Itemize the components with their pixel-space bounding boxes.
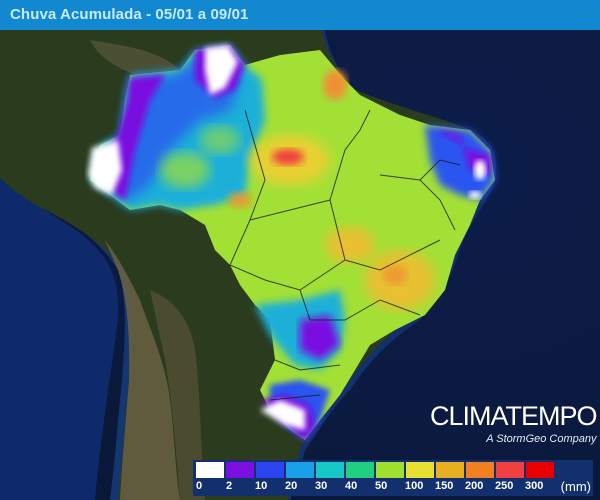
legend-swatch <box>196 462 224 478</box>
legend-swatch <box>376 462 404 478</box>
logo-text: CLIMATEMPO <box>430 401 598 431</box>
legend-label: 10 <box>255 480 268 492</box>
climatempo-logo: CLIMATEMPO A StormGeo Company <box>430 401 598 445</box>
map-title: Chuva Acumulada - 05/01 a 09/01 <box>10 6 249 23</box>
rainfall-overlay <box>88 45 495 440</box>
legend-label: 100 <box>405 480 424 492</box>
legend-swatch <box>496 462 524 478</box>
logo-tagline: A StormGeo Company <box>486 433 597 445</box>
legend-swatch <box>256 462 284 478</box>
legend-swatch <box>526 462 554 478</box>
legend-label: 30 <box>315 480 328 492</box>
legend-label: 250 <box>495 480 514 492</box>
legend-label: 20 <box>285 480 298 492</box>
precipitation-legend: 0 2 10 20 30 40 50 100 150 200 250 300 (… <box>193 460 593 496</box>
legend-unit: (mm) <box>560 479 591 494</box>
legend-label: 50 <box>375 480 388 492</box>
legend-swatch <box>346 462 374 478</box>
legend-swatch <box>286 462 314 478</box>
legend-label: 40 <box>345 480 358 492</box>
legend-swatch <box>226 462 254 478</box>
legend-swatch <box>466 462 494 478</box>
legend-label: 2 <box>226 480 233 492</box>
legend-swatches <box>196 462 556 478</box>
legend-swatch <box>406 462 434 478</box>
legend-label: 150 <box>435 480 454 492</box>
title-bar: Chuva Acumulada - 05/01 a 09/01 <box>0 0 600 30</box>
legend-label: 300 <box>525 480 544 492</box>
legend-labels: 0 2 10 20 30 40 50 100 150 200 250 300 <box>193 480 593 494</box>
legend-label: 0 <box>196 480 203 492</box>
legend-label: 200 <box>465 480 484 492</box>
legend-swatch <box>436 462 464 478</box>
rainfall-map <box>0 30 600 500</box>
legend-swatch <box>316 462 344 478</box>
